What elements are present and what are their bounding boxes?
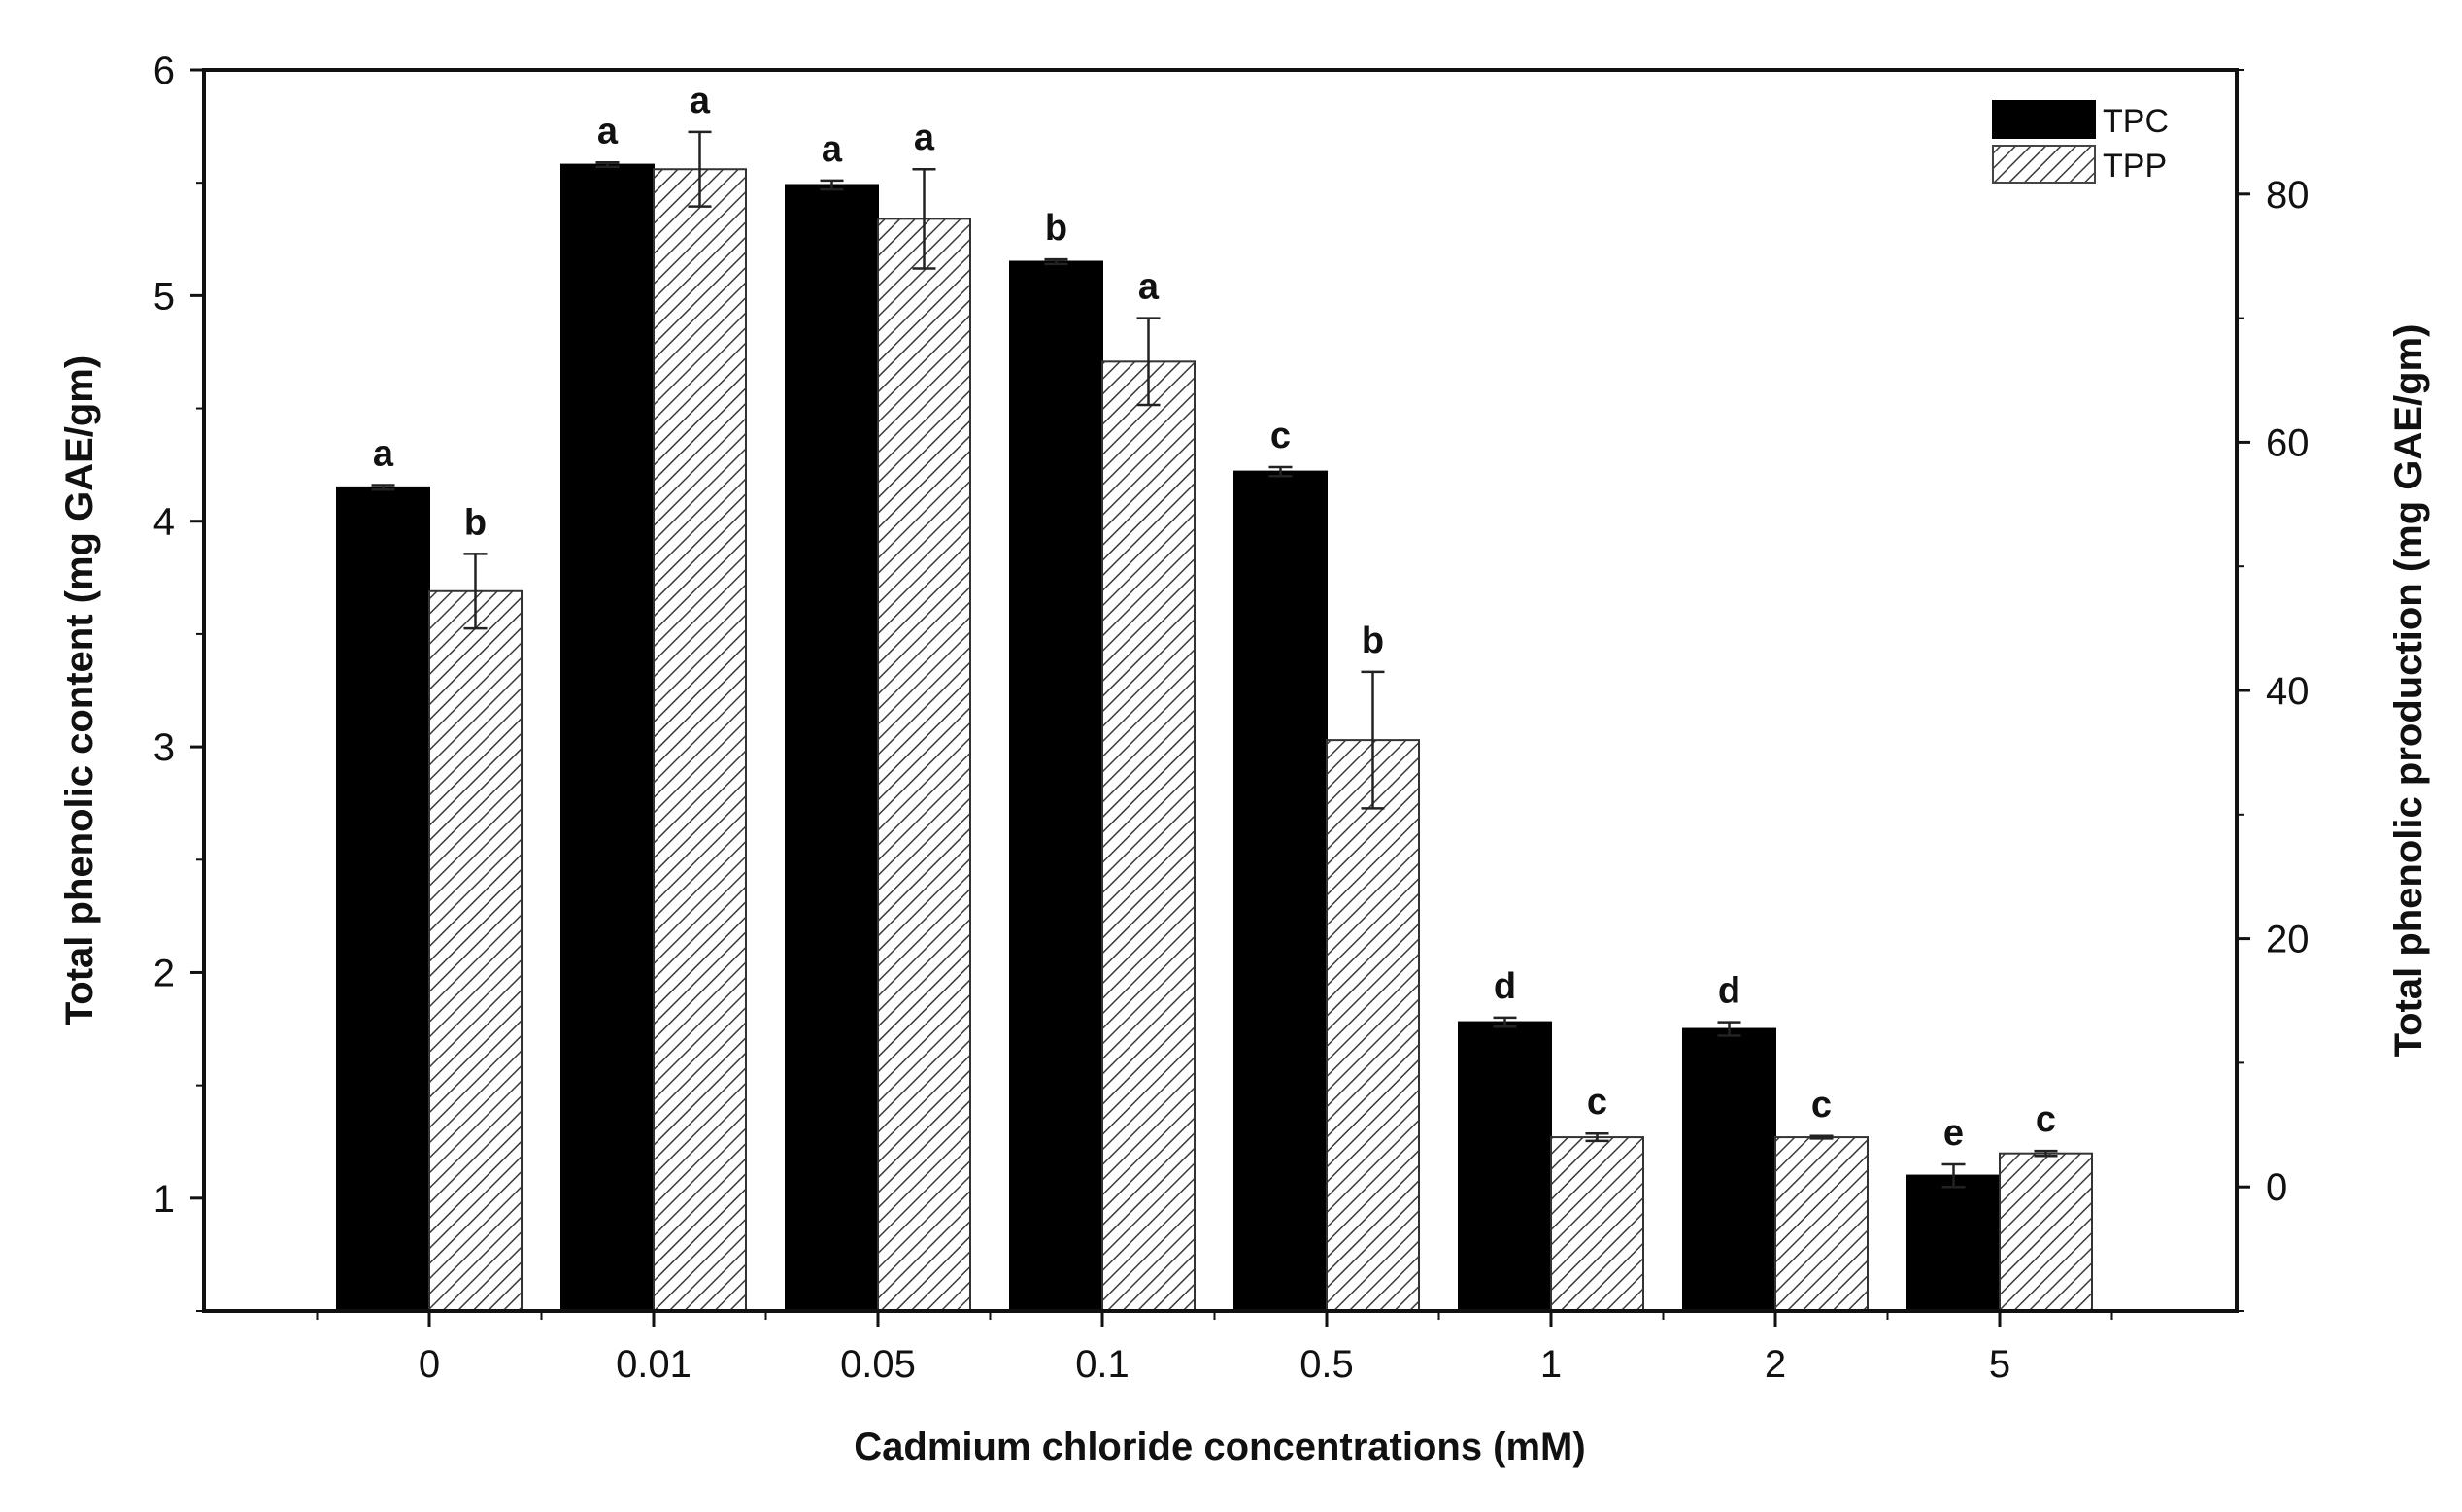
error-bar-tpc-5 (1941, 1162, 1966, 1189)
significance-label-tpp-0: b (464, 502, 487, 543)
bar-tpp-0.01 (653, 168, 747, 1313)
bar-tpc-0.1 (1009, 260, 1103, 1313)
bar-tpp-0 (428, 589, 523, 1312)
x-tick-label: 1 (1540, 1343, 1562, 1386)
error-bar-tpc-0.1 (1044, 257, 1068, 266)
left-tick-label: 6 (153, 50, 175, 92)
right-tick-label: 40 (2266, 670, 2310, 713)
error-bar-tpc-0 (371, 484, 395, 491)
right-y-axis-title: Total phenolic production (mg GAE/gm) (2387, 324, 2430, 1058)
significance-label-tpp-1: c (1587, 1082, 1607, 1123)
significance-label-tpp-0.1: a (1138, 267, 1160, 308)
error-bar-tpp-5 (2034, 1149, 2058, 1158)
bar-tpp-1 (1550, 1136, 1644, 1312)
left-tick-label: 4 (153, 501, 175, 544)
significance-label-tpp-0.05: a (914, 118, 935, 158)
error-bar-tpp-0.05 (912, 167, 936, 270)
x-tick-label: 0.1 (1075, 1343, 1130, 1386)
significance-label-tpc-0: a (373, 434, 394, 475)
bar-tpc-5 (1906, 1174, 2001, 1312)
x-axis-ticks: 0 0.01 0.05 0.1 0.5 1 2 5 (316, 1311, 2113, 1386)
left-axis-ticks: 1 2 3 4 5 6 (153, 50, 204, 1312)
left-tick-label: 1 (153, 1178, 175, 1221)
legend-label-tpc: TPC (2103, 103, 2169, 140)
bar-tpc-0 (336, 486, 430, 1312)
bars-layer (336, 163, 2093, 1313)
right-tick-label: 0 (2266, 1166, 2287, 1209)
error-bar-tpp-2 (1809, 1134, 1834, 1140)
bar-tpp-5 (1999, 1152, 2093, 1312)
bar-tpc-2 (1682, 1027, 1776, 1312)
significance-label-tpc-5: e (1943, 1113, 1964, 1154)
error-bar-tpc-0.01 (595, 161, 620, 169)
error-bar-tpp-0.01 (688, 130, 712, 208)
significance-label-tpp-5: c (2036, 1099, 2056, 1140)
error-bar-tpc-1 (1493, 1016, 1517, 1028)
error-bar-tpp-0 (463, 553, 488, 630)
right-tick-label: 60 (2266, 421, 2310, 464)
legend-label-tpp: TPP (2103, 148, 2167, 185)
bar-tpc-1 (1458, 1021, 1552, 1313)
significance-label-tpc-0.5: c (1270, 416, 1291, 456)
error-bars-layer (371, 130, 2058, 1189)
x-tick-label: 5 (1989, 1343, 2010, 1386)
right-tick-label: 80 (2266, 174, 2310, 217)
error-bar-tpc-0.5 (1268, 465, 1293, 478)
error-bar-tpp-0.5 (1361, 670, 1385, 810)
bar-tpc-0.5 (1233, 470, 1328, 1312)
significance-label-tpp-0.5: b (1362, 621, 1384, 661)
bar-tpc-0.05 (785, 184, 879, 1312)
significance-labels-layer: a a a b c d d e b a a a b c c c (373, 81, 2056, 1154)
legend-swatch-tpp (1992, 145, 2096, 184)
left-tick-label: 2 (153, 952, 175, 994)
x-tick-label: 0.5 (1299, 1343, 1354, 1386)
x-tick-label: 0.05 (840, 1343, 916, 1386)
right-tick-label: 20 (2266, 919, 2310, 961)
x-tick-label: 2 (1765, 1343, 1786, 1386)
significance-label-tpc-2: d (1718, 971, 1740, 1012)
significance-label-tpp-2: c (1811, 1085, 1832, 1126)
error-bar-tpc-2 (1717, 1021, 1741, 1037)
bar-tpp-0.5 (1326, 739, 1420, 1312)
legend: TPC TPP (1992, 100, 2169, 185)
error-bar-tpp-0.1 (1136, 317, 1161, 407)
left-y-axis-title: Total phenolic content (mg GAE/gm) (58, 355, 101, 1025)
right-axis-ticks: 0 20 40 60 80 (2237, 69, 2310, 1312)
significance-label-tpc-0.01: a (597, 111, 619, 151)
bar-tpc-0.01 (560, 163, 655, 1312)
left-tick-label: 5 (153, 275, 175, 318)
x-tick-label: 0.01 (616, 1343, 691, 1386)
error-bar-tpp-1 (1585, 1131, 1609, 1143)
bar-tpp-0.1 (1101, 360, 1196, 1312)
significance-label-tpc-0.1: b (1045, 208, 1067, 249)
significance-label-tpc-0.05: a (822, 129, 843, 170)
significance-label-tpc-1: d (1494, 966, 1516, 1007)
legend-swatch-tpc (1992, 100, 2096, 139)
bar-tpp-2 (1774, 1136, 1869, 1312)
error-bar-tpc-0.05 (820, 179, 844, 191)
left-tick-label: 3 (153, 726, 175, 769)
significance-label-tpp-0.01: a (690, 81, 711, 121)
bar-tpp-0.05 (877, 218, 971, 1313)
x-axis-title: Cadmium chloride concentrations (mM) (854, 1426, 1585, 1468)
x-tick-label: 0 (419, 1343, 440, 1386)
